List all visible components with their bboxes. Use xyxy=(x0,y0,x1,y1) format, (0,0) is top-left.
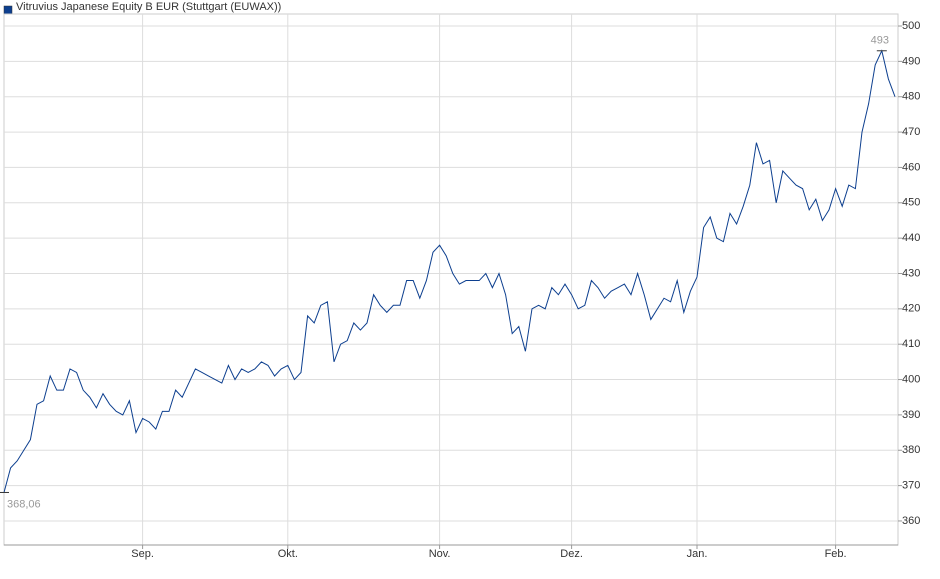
legend-swatch xyxy=(3,5,13,15)
x-tick-label: Okt. xyxy=(278,548,298,560)
extreme-label: 368,06 xyxy=(7,498,41,510)
y-tick-label: 380 xyxy=(902,444,920,456)
y-tick-label: 400 xyxy=(902,373,920,385)
y-tick-label: 450 xyxy=(902,197,920,209)
y-tick-label: 390 xyxy=(902,409,920,421)
y-tick-label: 360 xyxy=(902,515,920,527)
y-tick-label: 460 xyxy=(902,161,920,173)
y-tick-label: 370 xyxy=(902,480,920,492)
extreme-label: 493 xyxy=(871,35,889,47)
y-tick-label: 480 xyxy=(902,91,920,103)
y-tick-label: 490 xyxy=(902,55,920,67)
y-tick-label: 470 xyxy=(902,126,920,138)
y-tick-label: 440 xyxy=(902,232,920,244)
x-tick-label: Feb. xyxy=(825,548,847,560)
y-tick-label: 410 xyxy=(902,338,920,350)
y-tick-label: 420 xyxy=(902,303,920,315)
x-tick-label: Sep. xyxy=(131,548,154,560)
y-tick-label: 430 xyxy=(902,267,920,279)
x-tick-label: Jan. xyxy=(687,548,708,560)
y-tick-label: 500 xyxy=(902,20,920,32)
plot-area xyxy=(3,13,899,546)
x-tick-label: Nov. xyxy=(429,548,451,560)
x-tick-label: Dez. xyxy=(560,548,583,560)
line-series xyxy=(3,49,896,493)
legend-label: Vitruvius Japanese Equity B EUR (Stuttga… xyxy=(16,1,281,13)
